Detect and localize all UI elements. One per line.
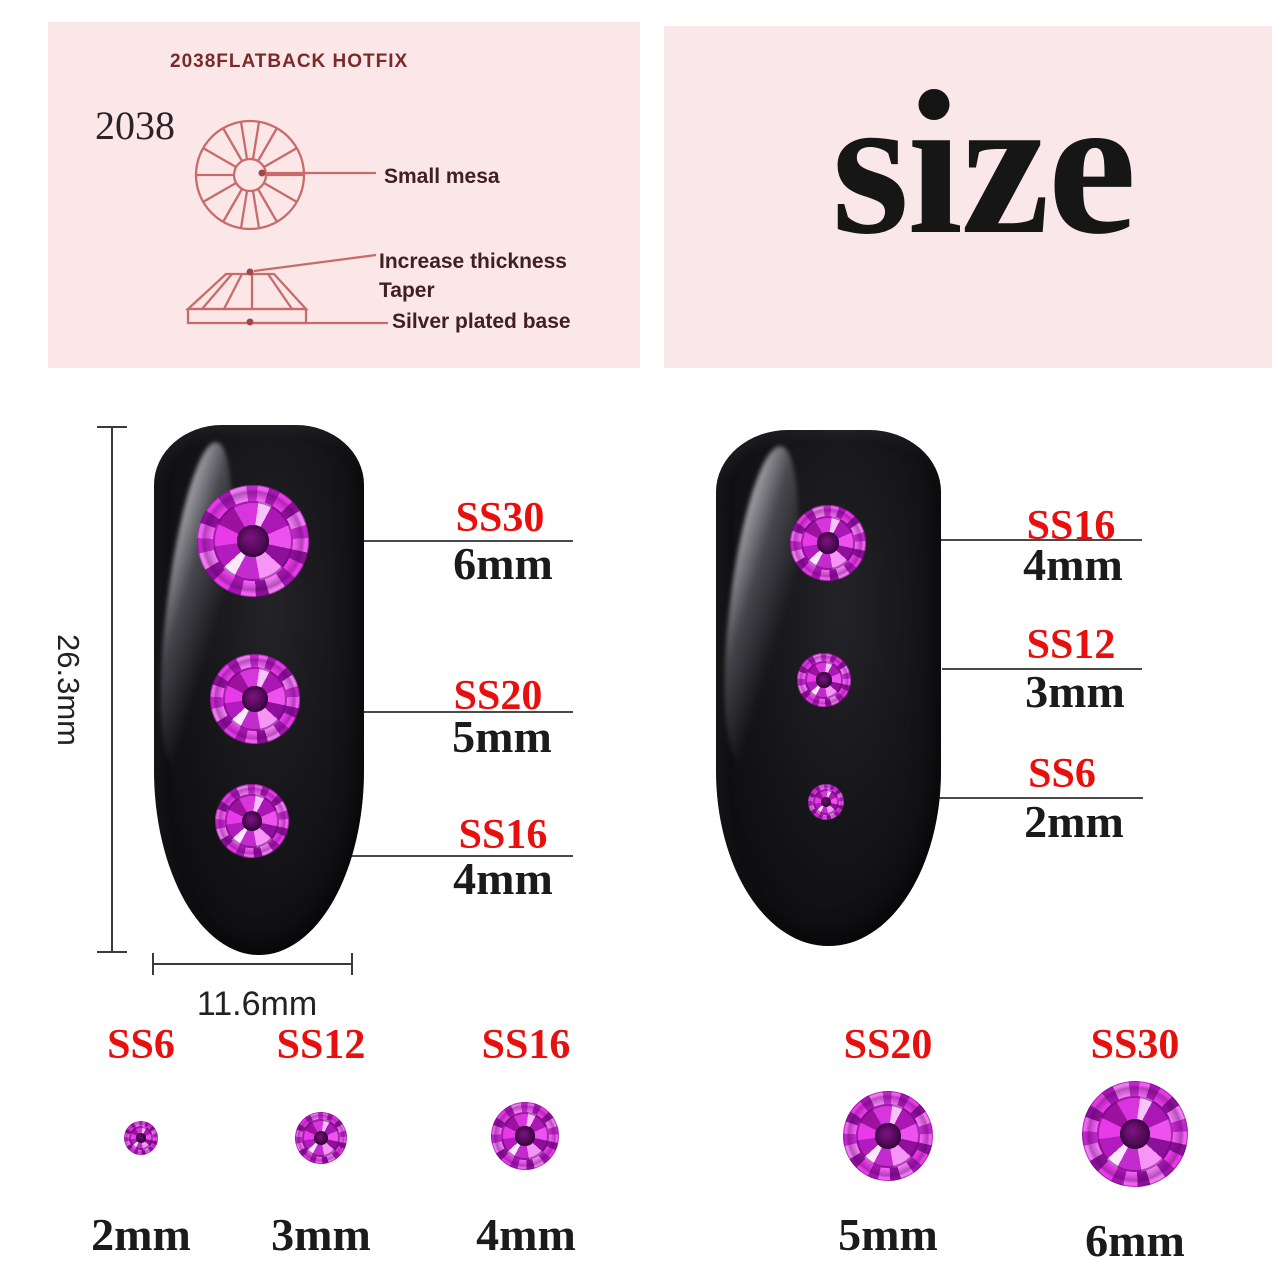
size-title-i: ı [907,55,963,276]
rhinestone-right-ss6 [808,784,844,820]
chart-ss-label: SS12 [276,1022,366,1068]
length-measure-tick-bottom [97,951,127,953]
rhinestone-right-ss16 [790,505,866,581]
leader-line [942,668,1142,670]
label-mm: 4mm [1023,539,1123,590]
label-mm: 5mm [452,711,552,762]
chart-mm-label: 6mm [1085,1215,1185,1266]
size-title-ze: ze [960,55,1137,276]
size-chart-item: SS20 [798,1024,978,1066]
rhinestone-chart-ss16 [491,1102,559,1170]
rhinestone-chart-ss20 [843,1091,933,1181]
label-mm: 3mm [1025,666,1125,717]
model-number: 2038 [95,103,175,148]
leader-line [343,855,573,857]
chart-mm-label: 5mm [838,1209,938,1260]
label-ss: SS16 [1026,503,1116,549]
size-chart-item: SS16 [436,1024,616,1066]
width-measure-line [153,963,353,965]
callout-increase-thickness: Increase thickness [379,250,567,273]
leader-line [940,539,1142,541]
size-chart-item: SS6 [51,1024,231,1066]
rhinestone-chart-ss12 [295,1112,347,1164]
rhinestone-left-ss16 [215,784,289,858]
width-measure-tick-right [351,953,353,975]
width-measure-tick-left [152,953,154,975]
chart-mm-label: 3mm [271,1209,371,1260]
length-measure-line [111,427,113,953]
size-title: sıze [684,66,1282,266]
size-title-s: s [831,55,910,276]
leader-line [343,540,573,542]
label-mm: 2mm [1024,796,1124,847]
size-chart-item: SS30 [1045,1024,1225,1066]
spec-panel: 2038FLATBACK HOTFIX 2038 Small me [48,22,640,368]
spec-header: 2038FLATBACK HOTFIX [170,51,409,72]
label-mm: 6mm [453,538,553,589]
label-ss: SS16 [458,812,548,858]
length-measure-tick-top [97,426,127,428]
chart-ss-label: SS20 [843,1022,933,1068]
chart-mm-label: 4mm [476,1209,576,1260]
callout-taper: Taper [379,279,435,302]
rhinestone-chart-ss30 [1082,1081,1188,1187]
rhinestone-left-ss20 [210,654,300,744]
callout-small-mesa: Small mesa [384,165,500,188]
label-ss: SS20 [453,673,543,719]
chart-ss-label: SS6 [107,1022,175,1068]
size-panel: sıze [664,26,1272,368]
label-ss: SS30 [455,495,545,541]
rhinestone-chart-ss6 [124,1121,158,1155]
callout-silver-plated-base: Silver plated base [392,310,571,333]
leader-line [343,711,573,713]
rhinestone-wheel-diagram [185,119,388,326]
label-mm: 4mm [453,853,553,904]
rhinestone-left-ss30 [197,485,309,597]
leader-line [912,797,1143,799]
nail-length-label: 26.3mm [51,634,86,746]
size-chart-item: SS12 [231,1024,411,1066]
chart-ss-label: SS16 [481,1022,571,1068]
label-ss: SS12 [1026,622,1116,668]
nail-width-label: 11.6mm [196,985,318,1023]
rhinestone-right-ss12 [797,653,851,707]
chart-ss-label: SS30 [1090,1022,1180,1068]
label-ss: SS6 [1028,751,1096,797]
chart-mm-label: 2mm [91,1209,191,1260]
